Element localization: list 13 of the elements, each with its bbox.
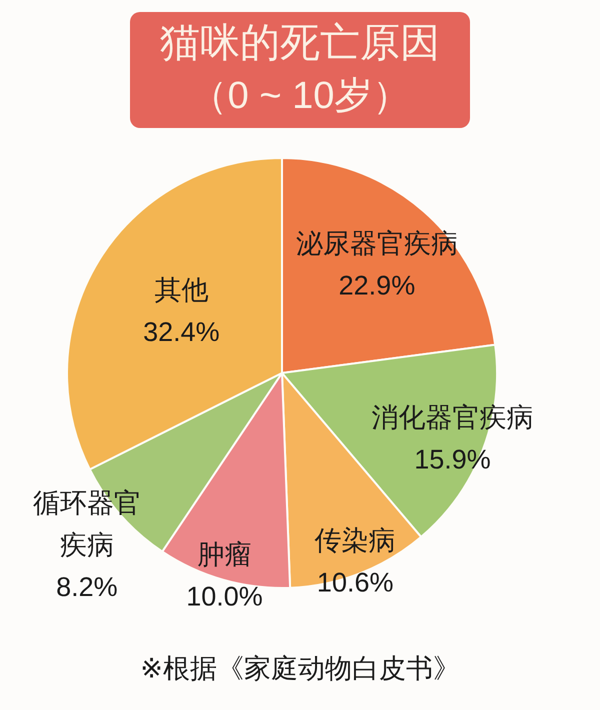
data-label: 10.6% xyxy=(316,567,394,598)
data-label: 22.9% xyxy=(338,270,416,301)
slice-label: 循环器官疾病 xyxy=(32,488,141,560)
data-label: 32.4% xyxy=(143,316,220,347)
chart-title: 猫咪的死亡原因 xyxy=(160,21,440,65)
slice-label: 传染病 xyxy=(314,525,396,556)
chart-subtitle: （0 ~ 10岁） xyxy=(190,75,410,117)
slice-label: 肿瘤 xyxy=(197,540,252,570)
data-label: 8.2% xyxy=(56,572,118,602)
data-label: 10.0% xyxy=(186,582,263,612)
slice-label: 泌尿器官疾病 xyxy=(296,228,458,259)
slice-label: 其他 xyxy=(154,274,208,305)
text: ※根据《家庭动物白皮书》 xyxy=(140,654,460,684)
